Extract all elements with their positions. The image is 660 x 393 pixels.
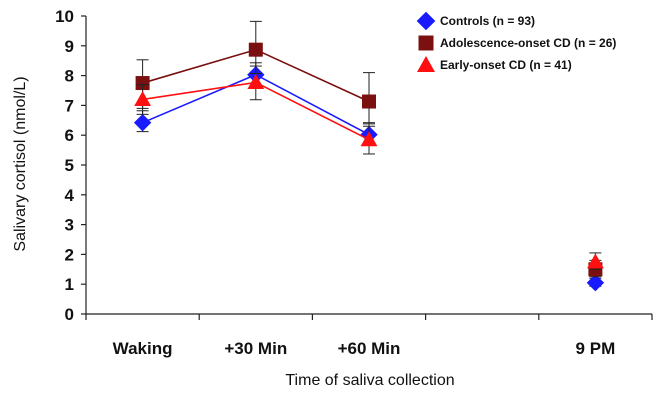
- x-tick-label: Waking: [113, 339, 173, 358]
- legend-label: Adolescence-onset CD (n = 26): [440, 36, 616, 50]
- diamond-marker: [133, 114, 152, 132]
- legend: Controls (n = 93) Adolescence-onset CD (n…: [416, 11, 616, 73]
- y-tick-label: 6: [65, 126, 74, 145]
- legend-label: Controls (n = 93): [440, 14, 535, 28]
- series-layer: [133, 20, 605, 292]
- x-tick-label: +30 Min: [224, 339, 287, 358]
- x-tick-label: +60 Min: [338, 339, 401, 358]
- x-axis-title: Time of saliva collection: [285, 372, 454, 389]
- series-1: [135, 20, 603, 278]
- square-marker: [362, 94, 376, 109]
- y-tick-label: 0: [65, 305, 74, 324]
- triangle-marker: [247, 74, 265, 90]
- y-tick-label: 7: [65, 96, 74, 115]
- y-tick-label: 8: [65, 67, 74, 86]
- legend-label: Early-onset CD (n = 41): [440, 58, 572, 72]
- y-tick-label: 4: [65, 186, 75, 205]
- diamond-marker: [416, 11, 436, 31]
- x-tick-labels: Waking +30 Min +60 Min 9 PM: [113, 339, 616, 358]
- axes: [81, 15, 653, 320]
- diamond-marker: [586, 274, 605, 292]
- square-marker: [418, 35, 434, 51]
- y-tick-label: 5: [65, 156, 74, 175]
- y-axis-title: Salivary cortisol (nmol/L): [12, 76, 29, 251]
- square-marker: [248, 42, 263, 57]
- y-tick-label: 2: [65, 245, 74, 264]
- y-tick-label: 1: [65, 275, 74, 294]
- x-tick-label: 9 PM: [576, 339, 616, 358]
- triangle-marker: [417, 56, 435, 73]
- y-tick-label: 3: [65, 216, 74, 235]
- series-2: [134, 65, 604, 270]
- y-tick-label: 10: [55, 7, 74, 26]
- square-marker: [135, 76, 150, 91]
- y-tick-labels: 0 1 2 3 4 5 6 7 8 9 10: [55, 7, 74, 324]
- triangle-marker: [587, 253, 604, 269]
- y-tick-label: 9: [65, 37, 74, 56]
- triangle-marker: [360, 131, 378, 147]
- triangle-marker: [134, 91, 151, 106]
